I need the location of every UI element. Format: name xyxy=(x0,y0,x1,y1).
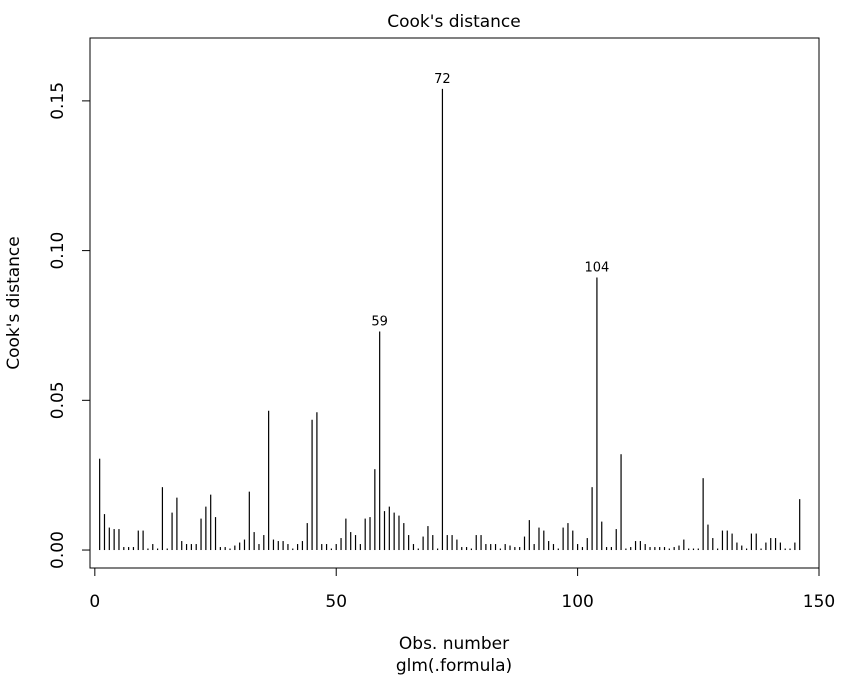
point-labels-group: 59 72 104 xyxy=(371,72,609,330)
point-label-72: 72 xyxy=(434,72,451,87)
y-tick-label: 0.00 xyxy=(48,531,68,569)
y-axis-label: Cook's distance xyxy=(4,236,24,370)
x-tick-label: 100 xyxy=(561,592,593,612)
y-tick-label: 0.15 xyxy=(48,82,68,120)
chart-title: Cook's distance xyxy=(387,12,521,32)
x-tick-label: 0 xyxy=(89,592,100,612)
y-tick-label: 0.05 xyxy=(48,381,68,419)
plot-frame xyxy=(89,37,820,569)
point-label-59: 59 xyxy=(371,314,388,329)
x-axis-label: Obs. number xyxy=(399,634,509,654)
y-tick-label: 0.10 xyxy=(48,232,68,270)
x-axis: 0 50 100 150 xyxy=(89,567,835,612)
bars-group xyxy=(99,88,801,551)
x-tick-label: 150 xyxy=(803,592,835,612)
point-label-104: 104 xyxy=(585,261,610,276)
y-axis: 0.00 0.05 0.10 0.15 xyxy=(48,82,91,569)
x-axis-sublabel: glm(.formula) xyxy=(396,656,512,676)
x-tick-label: 50 xyxy=(325,592,347,612)
